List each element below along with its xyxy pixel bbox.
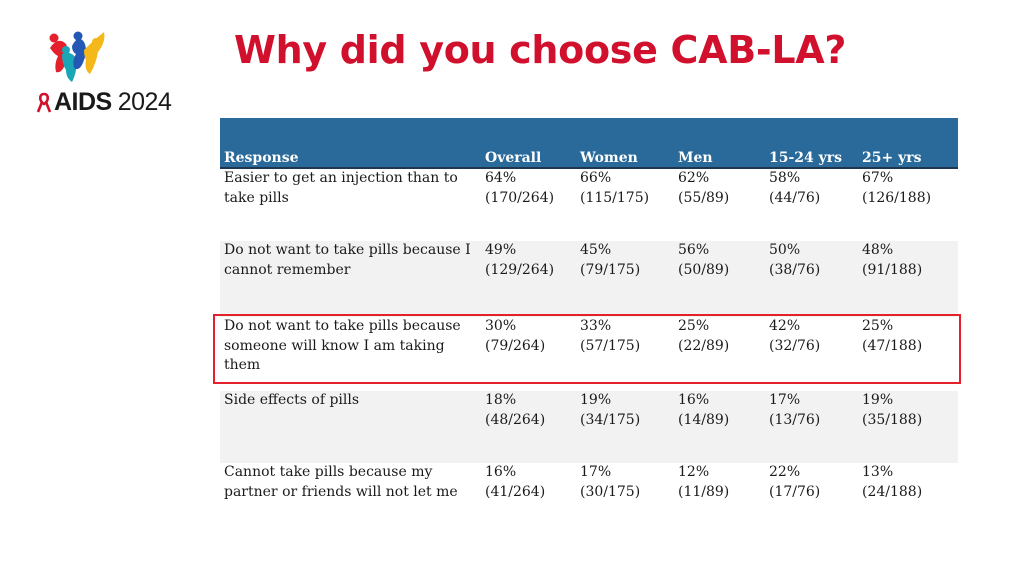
header-15-24-yrs: 15-24 yrs (765, 118, 858, 169)
cell-men: 12% (11/89) (678, 464, 730, 500)
cell-overall: 49% (129/264) (481, 241, 576, 317)
cell-overall: 64% (170/264) (485, 170, 555, 206)
cell-women: 66% (115/175) (580, 170, 650, 206)
cell-overall: 16% (41/264) (485, 464, 546, 500)
page-title: Why did you choose CAB-LA? (234, 28, 847, 72)
cell-response: Side effects of pills (220, 391, 481, 463)
cell-25-plus-yrs: 48% (91/188) (858, 241, 958, 317)
table-row: Side effects of pills 18% (48/264) 19% (… (220, 391, 958, 463)
table-row: Easier to get an injection than to take … (220, 168, 958, 241)
cell-15-24-yrs: 50% (38/76) (765, 241, 858, 317)
people-figures-icon (49, 31, 105, 82)
cell-25-plus-yrs: 67% (126/188) (862, 170, 932, 206)
cell-15-24-yrs: 17% (13/76) (765, 391, 858, 463)
cell-response: Do not want to take pills because someon… (220, 317, 481, 391)
cell-women: 17% (30/175) (580, 464, 641, 500)
cell-overall: 30% (79/264) (481, 317, 576, 391)
header-overall: Overall (481, 118, 576, 169)
cell-men: 16% (14/89) (674, 391, 765, 463)
aids-2024-logo: AIDS 2024 (36, 28, 186, 120)
logo-year-text: 2024 (117, 88, 172, 116)
header-women: Women (576, 118, 674, 169)
logo-brand-text: AIDS (54, 88, 112, 116)
table-row-highlighted: Do not want to take pills because someon… (220, 317, 958, 391)
table-row: Do not want to take pills because I cann… (220, 241, 958, 317)
cell-25-plus-yrs: 19% (35/188) (858, 391, 958, 463)
cell-response: Easier to get an injection than to take … (224, 170, 458, 206)
cell-overall: 18% (48/264) (481, 391, 576, 463)
cell-response: Cannot take pills because my partner or … (224, 464, 458, 500)
cell-response: Do not want to take pills because I cann… (220, 241, 481, 317)
table-row: Cannot take pills because my partner or … (220, 463, 958, 523)
cell-women: 33% (57/175) (576, 317, 674, 391)
cell-men: 25% (22/89) (674, 317, 765, 391)
cell-15-24-yrs: 58% (44/76) (769, 170, 821, 206)
cell-25-plus-yrs: 13% (24/188) (862, 464, 923, 500)
cell-15-24-yrs: 22% (17/76) (769, 464, 821, 500)
header-response: Response (220, 118, 481, 169)
cell-women: 19% (34/175) (576, 391, 674, 463)
results-table: Response Overall Women Men 15-24 yrs 25+… (220, 118, 958, 523)
header-25-plus-yrs: 25+ yrs (858, 118, 958, 169)
cell-25-plus-yrs: 25% (47/188) (858, 317, 958, 391)
header-men: Men (674, 118, 765, 169)
cell-men: 62% (55/89) (678, 170, 730, 206)
table-header-row: Response Overall Women Men 15-24 yrs 25+… (220, 118, 958, 169)
red-ribbon-icon (36, 92, 52, 112)
cell-15-24-yrs: 42% (32/76) (765, 317, 858, 391)
cell-men: 56% (50/89) (674, 241, 765, 317)
cell-women: 45% (79/175) (576, 241, 674, 317)
